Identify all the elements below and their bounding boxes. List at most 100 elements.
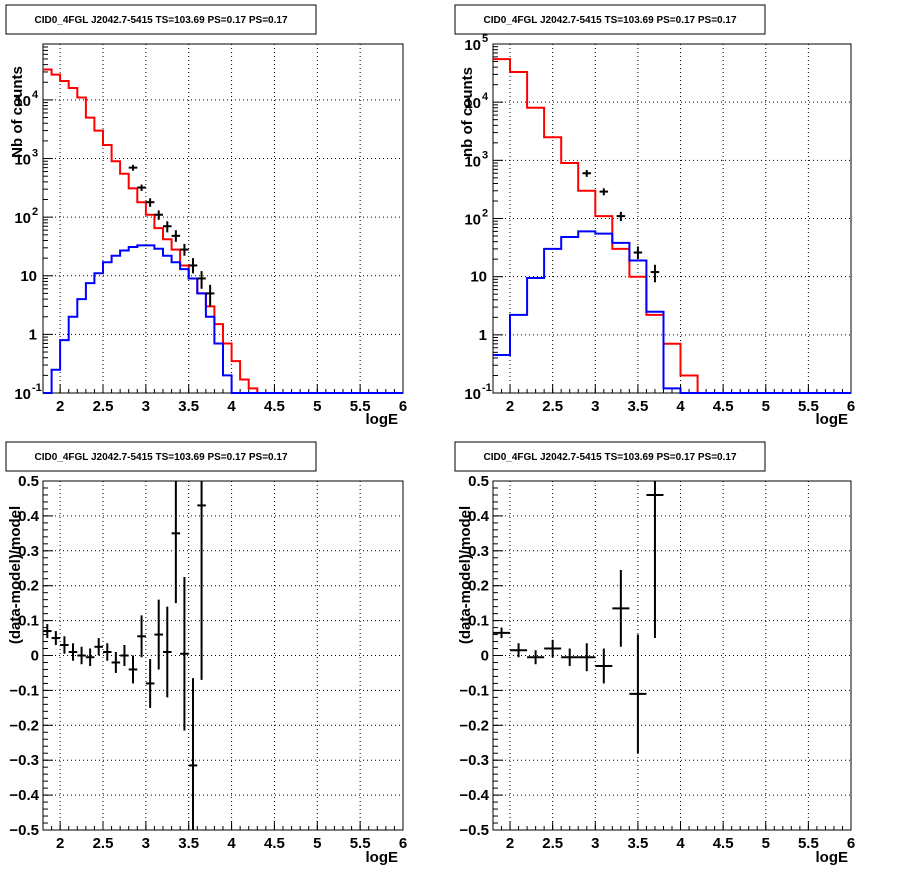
panel-bottom-right: CID0_4FGL J2042.7-5415 TS=103.69 PS=0.17… xyxy=(454,441,855,866)
x-tick-label: 5 xyxy=(762,835,770,852)
data-point xyxy=(111,652,121,673)
data-point xyxy=(171,230,181,242)
y-tick-exponent: 3 xyxy=(482,149,488,161)
y-tick-label: −0.3 xyxy=(459,752,489,769)
data-point xyxy=(137,615,146,658)
y-tick-label: 10 xyxy=(470,269,487,286)
y-tick-label: 10 xyxy=(464,212,481,229)
y-tick-label: 10 xyxy=(14,152,31,169)
x-tick-label: 3.5 xyxy=(178,835,199,852)
x-tick-label: 3.5 xyxy=(627,835,648,852)
panel-bottom-left: CID0_4FGL J2042.7-5415 TS=103.69 PS=0.17… xyxy=(5,441,407,866)
data-point xyxy=(180,576,189,731)
data-point xyxy=(493,627,511,639)
data-point xyxy=(595,648,613,684)
data-point xyxy=(197,481,206,680)
y-tick-label: 0.3 xyxy=(468,543,489,560)
data-point xyxy=(629,634,647,754)
title-box xyxy=(454,4,766,35)
data-point xyxy=(582,170,592,177)
title-box xyxy=(5,4,317,35)
x-tick-label: 6 xyxy=(399,398,407,415)
data-point xyxy=(77,646,86,665)
y-tick-label: 0 xyxy=(31,648,39,665)
data-point xyxy=(510,643,528,658)
data-point xyxy=(60,636,69,654)
data-point xyxy=(180,243,189,256)
y-tick-exponent: -1 xyxy=(32,382,42,394)
x-tick-label: 2.5 xyxy=(93,398,114,415)
data-point xyxy=(612,569,630,647)
x-axis-label: logE xyxy=(816,849,849,866)
model-source-histogram xyxy=(43,244,403,394)
data-point xyxy=(578,643,596,672)
y-tick-label: 0.3 xyxy=(18,543,39,560)
y-tick-label: −0.4 xyxy=(459,787,489,804)
plot-area: 2 2.5 3 3.5 4 4.5 5 5.5 6 −0.5 −0.4 −0.3 −0.2 −0.1 0 0.… xyxy=(459,473,855,852)
x-tick-label: 5.5 xyxy=(350,835,371,852)
y-tick-exponent: 5 xyxy=(482,33,488,45)
x-tick-label: 3.5 xyxy=(627,398,648,415)
data-point xyxy=(137,184,146,191)
data-point xyxy=(561,648,579,666)
y-tick-label: 1 xyxy=(479,327,487,344)
x-tick-label: 4.5 xyxy=(264,398,285,415)
y-tick-label: 0.5 xyxy=(18,473,39,490)
x-tick-label: 5.5 xyxy=(798,835,819,852)
x-tick-label: 4 xyxy=(676,835,685,852)
panel-top-left: CID0_4FGL J2042.7-5415 TS=103.69 PS=0.17… xyxy=(5,4,407,428)
data-point xyxy=(163,606,172,698)
y-tick-label: −0.4 xyxy=(9,787,39,804)
y-tick-label: −0.2 xyxy=(9,717,39,734)
x-tick-label: 5 xyxy=(313,835,321,852)
data-point xyxy=(650,264,660,283)
y-tick-label: 10 xyxy=(464,37,481,54)
y-tick-label: 0.4 xyxy=(468,508,490,525)
data-point xyxy=(527,650,545,665)
x-tick-label: 3 xyxy=(142,835,150,852)
y-tick-label: 0.4 xyxy=(18,508,40,525)
x-tick-label: 3 xyxy=(591,835,599,852)
x-tick-label: 2.5 xyxy=(542,398,563,415)
data-point xyxy=(85,648,95,666)
x-tick-label: 4.5 xyxy=(713,398,734,415)
panel-top-right: CID0_4FGL J2042.7-5415 TS=103.69 PS=0.17… xyxy=(454,4,855,428)
y-axis-label: (data-model)/model xyxy=(457,506,474,644)
x-axis-label: logE xyxy=(816,411,849,428)
data-point xyxy=(43,624,52,639)
data-point xyxy=(646,481,664,639)
x-tick-label: 2 xyxy=(506,398,514,415)
data-point xyxy=(188,258,198,274)
x-tick-label: 6 xyxy=(399,835,407,852)
y-tick-label: 0.1 xyxy=(18,613,39,630)
data-point xyxy=(544,639,562,658)
y-axis-label: Nb of counts xyxy=(9,66,26,158)
y-tick-label: 10 xyxy=(14,93,31,110)
y-tick-label: 0 xyxy=(481,648,489,665)
y-tick-label: 10 xyxy=(464,386,481,403)
chart-title: CID0_4FGL J2042.7-5415 TS=103.69 PS=0.17… xyxy=(34,452,287,463)
model-source-histogram xyxy=(493,230,851,394)
x-tick-label: 5 xyxy=(313,398,321,415)
data-point xyxy=(171,481,181,604)
x-tick-label: 4 xyxy=(227,835,236,852)
data-point xyxy=(154,210,163,220)
y-tick-label: 10 xyxy=(14,386,31,403)
title-box xyxy=(454,441,766,472)
x-tick-label: 4.5 xyxy=(713,835,734,852)
y-tick-label: 10 xyxy=(464,153,481,170)
y-tick-label: 0.1 xyxy=(468,613,489,630)
data-point xyxy=(128,164,138,171)
x-tick-label: 3 xyxy=(591,398,599,415)
data-point xyxy=(616,211,626,222)
y-tick-label: −0.3 xyxy=(9,752,39,769)
x-axis-label: logE xyxy=(366,849,399,866)
y-tick-label: −0.1 xyxy=(9,682,39,699)
model-total-histogram xyxy=(493,58,851,394)
data-point xyxy=(128,655,138,684)
x-tick-label: 5.5 xyxy=(350,398,371,415)
x-tick-label: 4.5 xyxy=(264,835,285,852)
data-point xyxy=(120,645,129,666)
